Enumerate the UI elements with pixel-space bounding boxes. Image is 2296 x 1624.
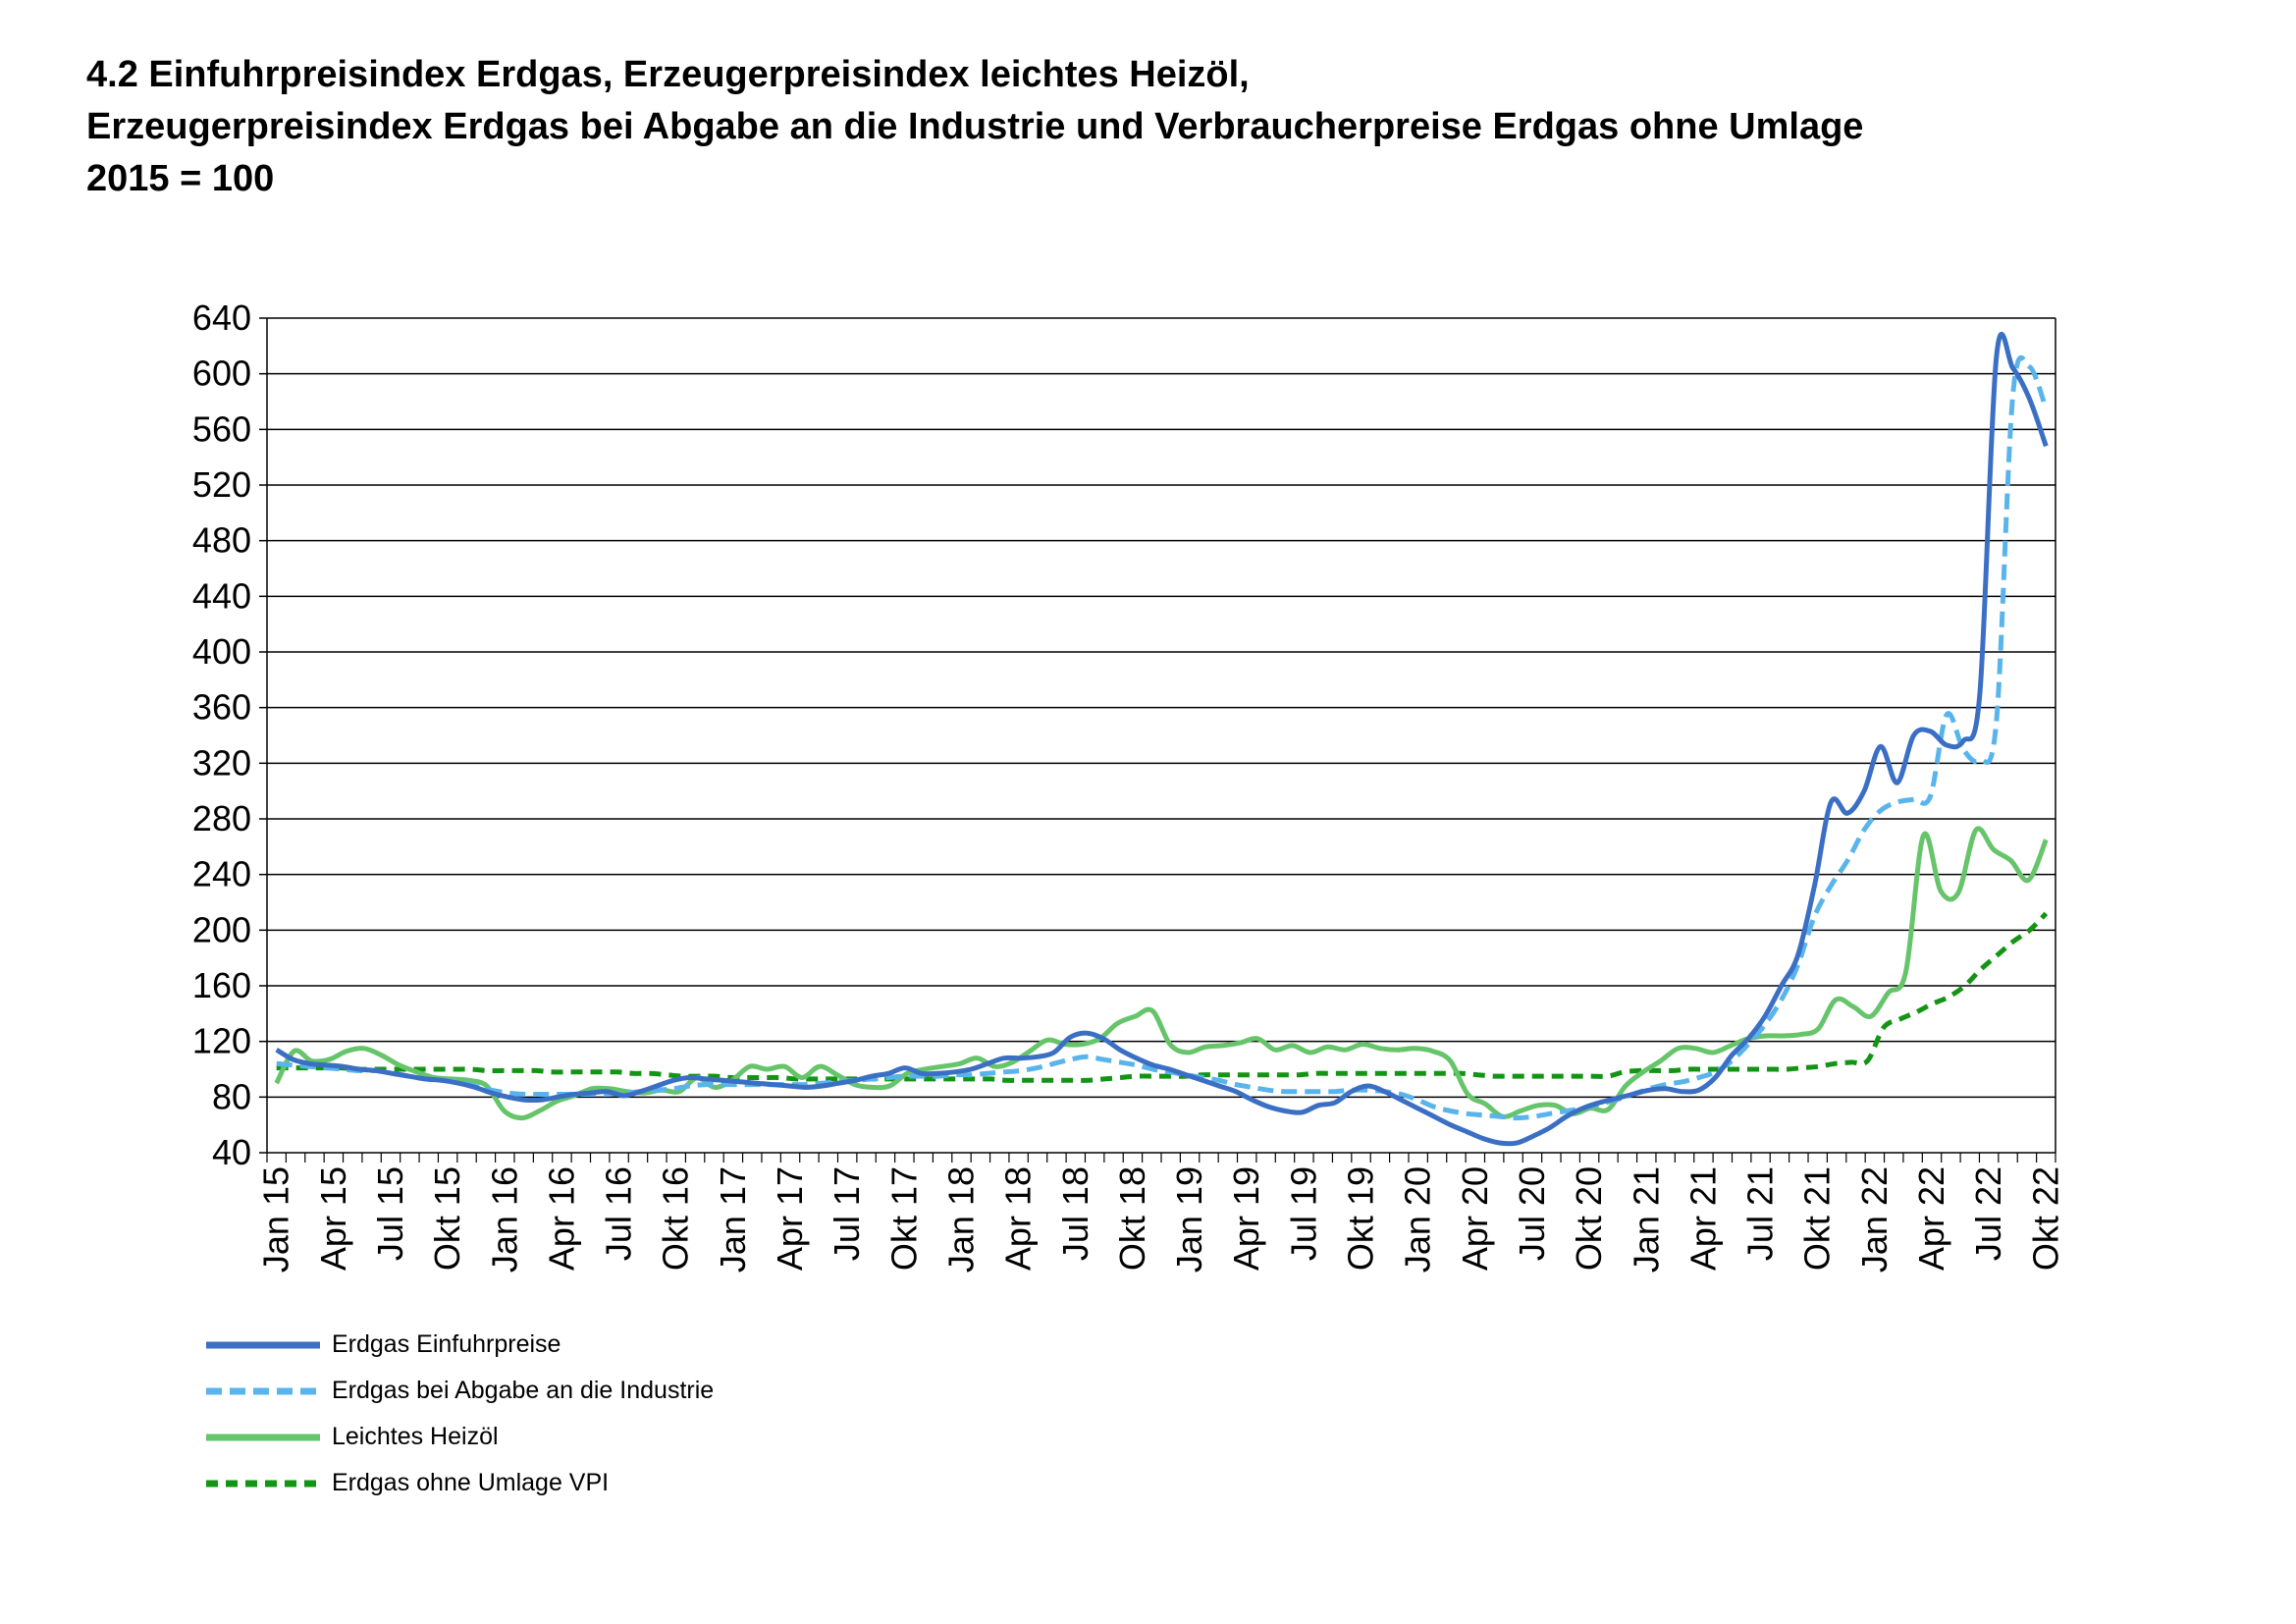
y-tick-label: 200 bbox=[192, 909, 251, 949]
chart-title-line-2: Erzeugerpreisindex Erdgas bei Abgabe an … bbox=[86, 106, 1864, 147]
legend-swatch bbox=[206, 1387, 320, 1394]
y-tick-label: 360 bbox=[192, 687, 251, 728]
chart-title: 4.2 Einfuhrpreisindex Erdgas, Erzeugerpr… bbox=[86, 49, 2246, 205]
series-lines bbox=[274, 331, 2049, 1147]
x-axis-tick-labels: Jan 15 Apr 15 Jul 15 Okt 15 Jan 16 Apr 16 Jul … bbox=[256, 1166, 2066, 1272]
x-tick-label: Jul 21 bbox=[1740, 1166, 1781, 1261]
x-tick-label: Okt 22 bbox=[2025, 1166, 2065, 1271]
chart-title-line-1: 4.2 Einfuhrpreisindex Erdgas, Erzeugerpr… bbox=[86, 54, 1250, 95]
y-tick-label: 480 bbox=[192, 520, 251, 561]
y-tick-label: 600 bbox=[192, 353, 251, 394]
legend-item: Erdgas Einfuhrpreise bbox=[206, 1322, 714, 1368]
y-tick-label: 520 bbox=[192, 464, 251, 505]
y-tick-label: 400 bbox=[192, 631, 251, 672]
legend-label: Erdgas Einfuhrpreise bbox=[332, 1330, 561, 1358]
legend-swatch bbox=[206, 1341, 320, 1348]
y-tick-label: 320 bbox=[192, 742, 251, 783]
x-tick-label: Jan 18 bbox=[940, 1166, 981, 1272]
y-tick-label: 640 bbox=[192, 298, 251, 338]
x-tick-label: Apr 21 bbox=[1682, 1166, 1723, 1271]
y-axis-tick-labels: 40 80 120 160 200 240 280 320 360 400 440 480 520 560… bbox=[192, 298, 251, 1172]
legend: Erdgas Einfuhrpreise Erdgas bei Abgabe a… bbox=[206, 1322, 714, 1506]
y-tick-label: 240 bbox=[192, 854, 251, 894]
y-tick-label: 40 bbox=[212, 1132, 251, 1172]
x-tick-label: Okt 19 bbox=[1341, 1166, 1381, 1271]
axes bbox=[259, 317, 2056, 1163]
y-tick-label: 80 bbox=[212, 1076, 251, 1116]
x-tick-label: Okt 18 bbox=[1112, 1166, 1152, 1271]
x-tick-label: Apr 15 bbox=[313, 1166, 353, 1271]
y-tick-label: 440 bbox=[192, 575, 251, 616]
y-tick-label: 160 bbox=[192, 965, 251, 1005]
legend-item: Leichtes Heizöl bbox=[206, 1414, 714, 1460]
x-tick-label: Jan 21 bbox=[1626, 1166, 1666, 1272]
x-tick-label: Jul 22 bbox=[1968, 1166, 2008, 1261]
x-tick-label: Apr 18 bbox=[998, 1166, 1039, 1271]
x-tick-label: Jul 16 bbox=[599, 1166, 639, 1261]
x-tick-label: Jan 17 bbox=[713, 1166, 753, 1272]
x-tick-label: Apr 22 bbox=[1911, 1166, 1951, 1271]
x-tick-label: Apr 20 bbox=[1455, 1166, 1495, 1271]
gridlines bbox=[267, 317, 2056, 1099]
chart-title-line-3: 2015 = 100 bbox=[86, 158, 275, 199]
legend-label: Erdgas ohne Umlage VPI bbox=[332, 1469, 610, 1496]
legend-swatch bbox=[206, 1434, 320, 1440]
series-line-0 bbox=[275, 331, 2049, 1147]
x-tick-label: Apr 19 bbox=[1226, 1166, 1266, 1271]
series-line-3 bbox=[276, 911, 2049, 1083]
x-tick-label: Jul 18 bbox=[1055, 1166, 1095, 1261]
x-tick-label: Jul 17 bbox=[827, 1166, 867, 1261]
legend-label: Leichtes Heizöl bbox=[332, 1423, 499, 1450]
x-tick-label: Okt 17 bbox=[883, 1166, 924, 1271]
legend-item: Erdgas bei Abgabe an die Industrie bbox=[206, 1368, 714, 1414]
x-tick-label: Jul 19 bbox=[1283, 1166, 1323, 1261]
x-tick-label: Okt 16 bbox=[656, 1166, 696, 1271]
x-tick-label: Jul 15 bbox=[370, 1166, 410, 1261]
legend-item: Erdgas ohne Umlage VPI bbox=[206, 1460, 714, 1506]
legend-swatch bbox=[206, 1480, 320, 1487]
x-tick-label: Okt 15 bbox=[427, 1166, 467, 1271]
x-tick-label: Jan 16 bbox=[484, 1166, 524, 1272]
y-tick-label: 120 bbox=[192, 1021, 251, 1061]
x-tick-label: Jan 19 bbox=[1169, 1166, 1209, 1272]
x-tick-label: Jan 15 bbox=[256, 1166, 296, 1272]
legend-label: Erdgas bei Abgabe an die Industrie bbox=[332, 1377, 715, 1404]
x-tick-label: Okt 21 bbox=[1797, 1166, 1838, 1271]
x-tick-label: Jul 20 bbox=[1512, 1166, 1552, 1261]
x-tick-label: Jan 22 bbox=[1854, 1166, 1895, 1272]
y-tick-label: 560 bbox=[192, 408, 251, 449]
x-tick-label: Apr 17 bbox=[770, 1166, 810, 1271]
x-tick-label: Apr 16 bbox=[541, 1166, 581, 1271]
y-tick-label: 280 bbox=[192, 798, 251, 839]
x-tick-label: Okt 20 bbox=[1569, 1166, 1609, 1271]
x-tick-label: Jan 20 bbox=[1398, 1166, 1438, 1272]
series-line-1 bbox=[276, 354, 2049, 1121]
